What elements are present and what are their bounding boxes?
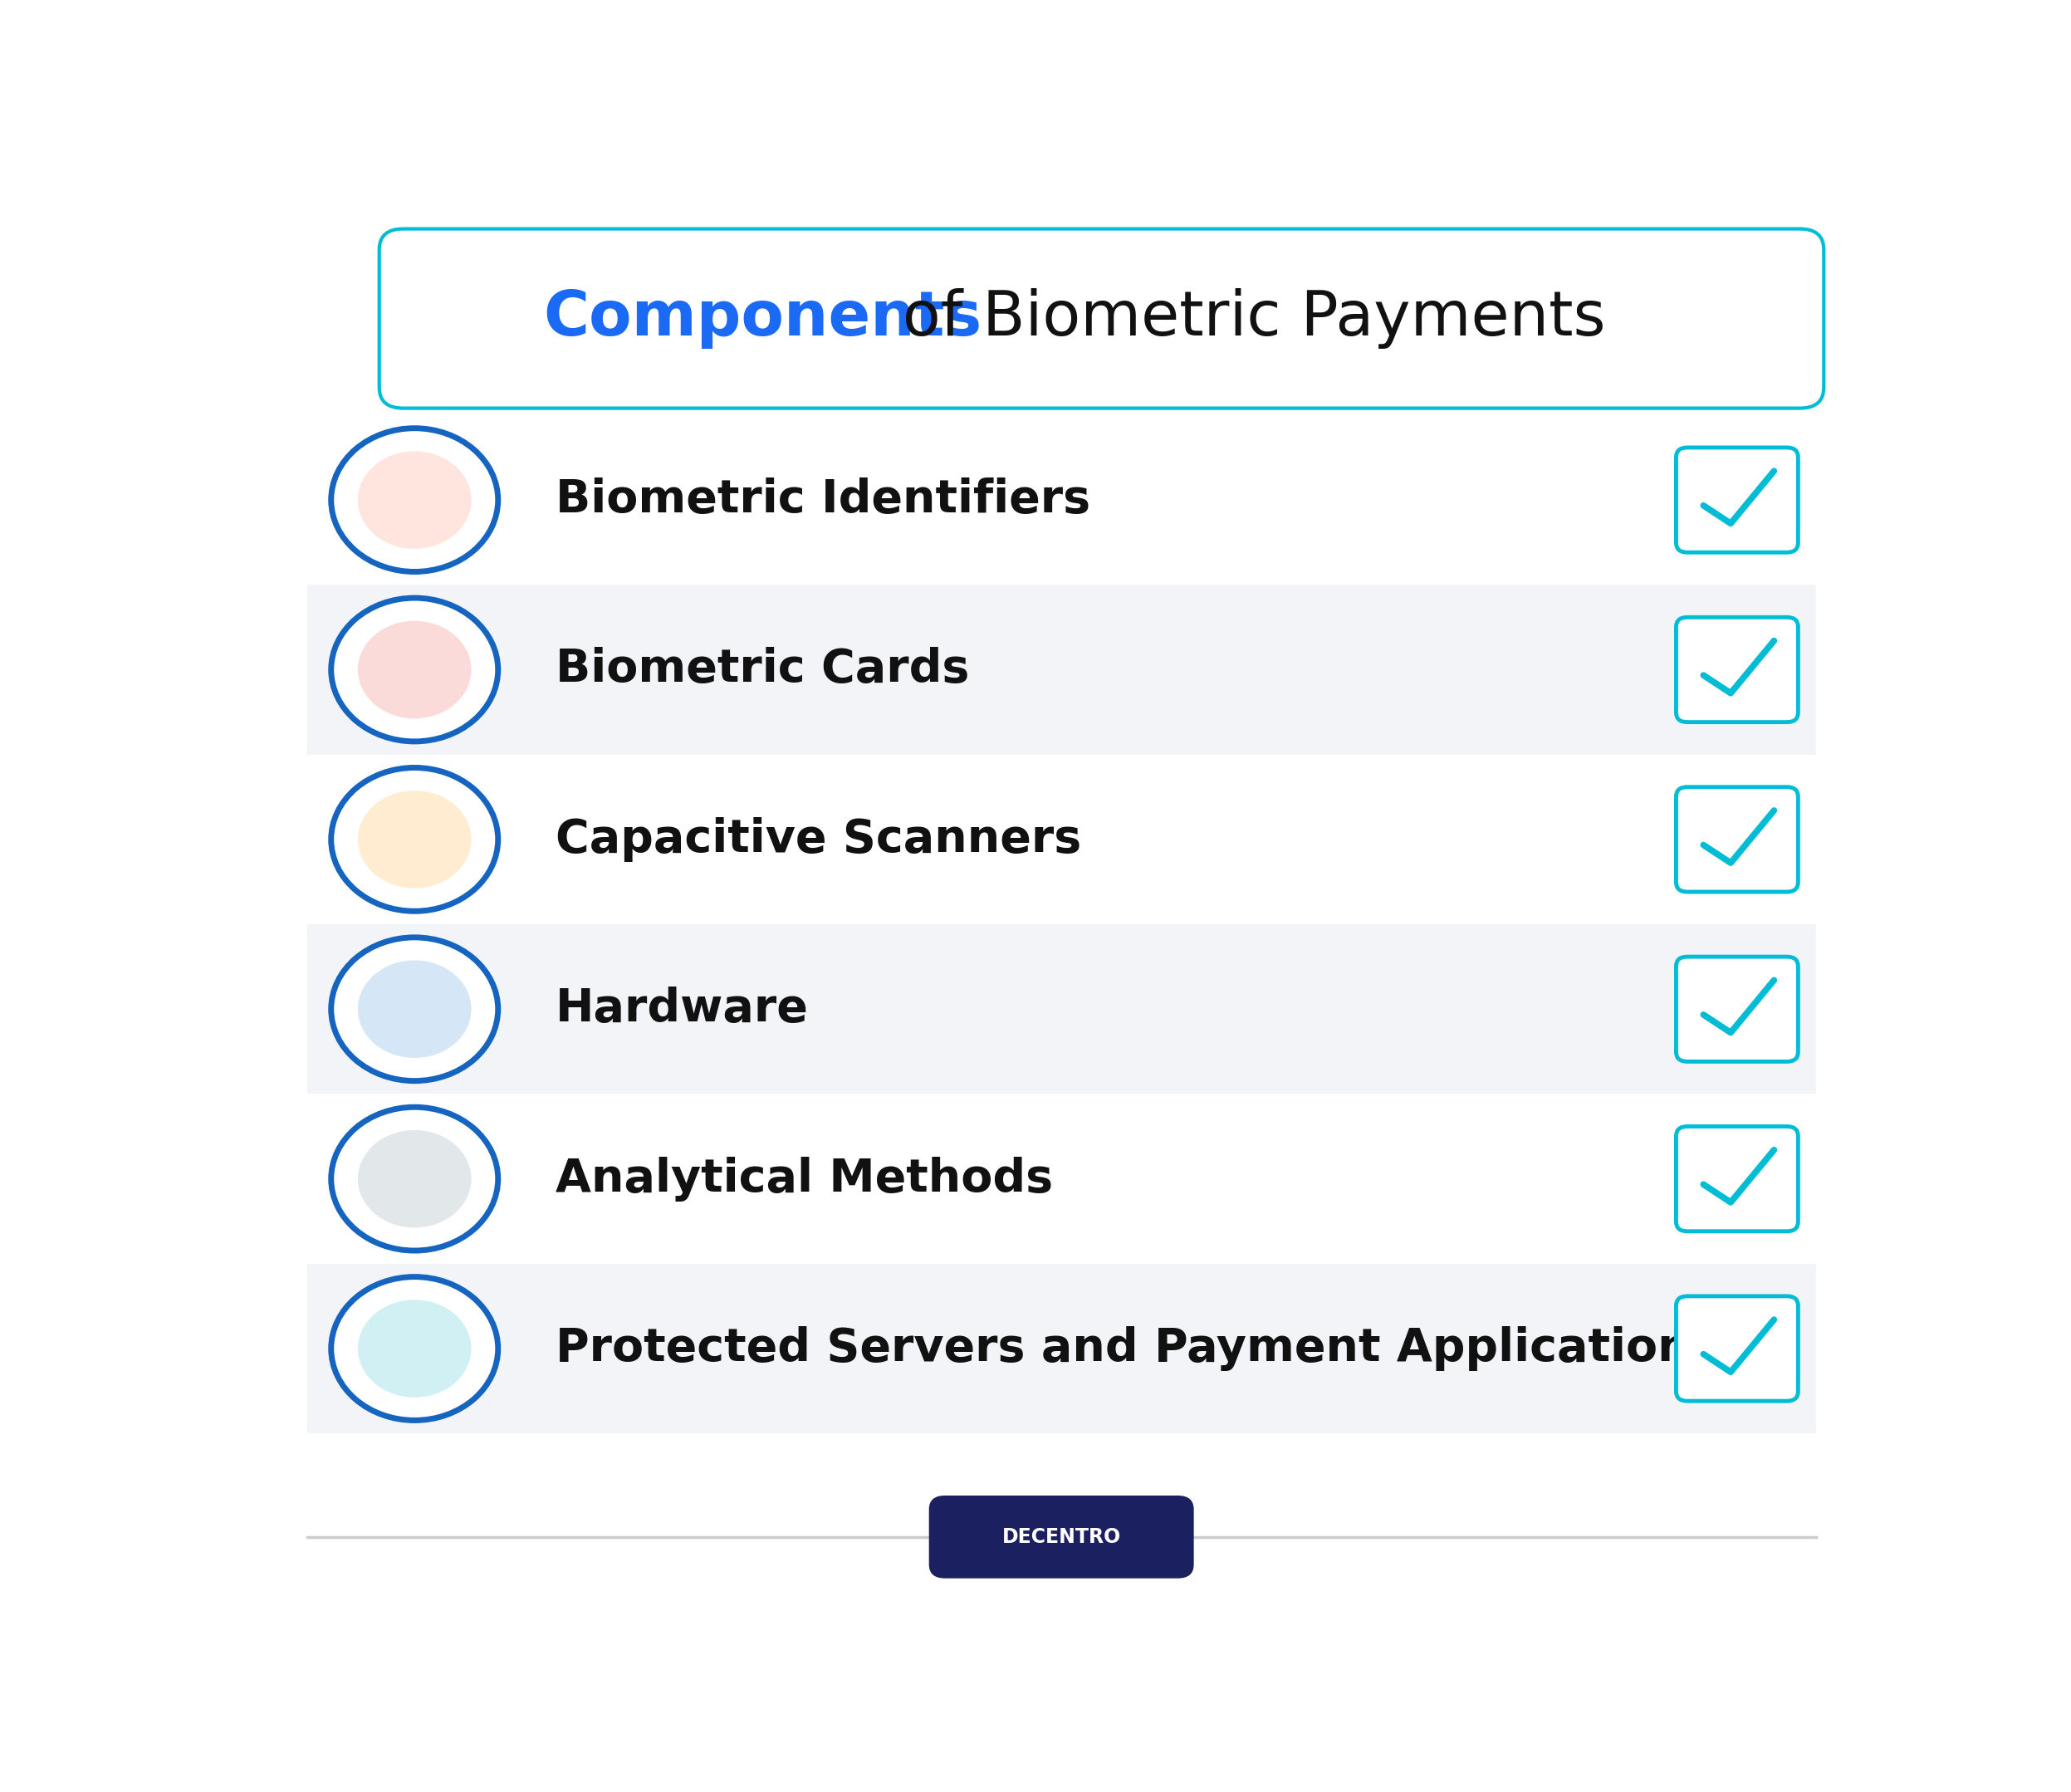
- Circle shape: [331, 1278, 497, 1421]
- FancyBboxPatch shape: [930, 1496, 1193, 1579]
- Circle shape: [358, 790, 472, 889]
- FancyBboxPatch shape: [1675, 616, 1798, 722]
- FancyBboxPatch shape: [307, 584, 1816, 754]
- Circle shape: [331, 428, 497, 572]
- Text: Components: Components: [543, 289, 982, 349]
- FancyBboxPatch shape: [307, 754, 1816, 925]
- Text: Analytical Methods: Analytical Methods: [555, 1156, 1054, 1201]
- FancyBboxPatch shape: [1675, 787, 1798, 892]
- FancyBboxPatch shape: [1675, 1127, 1798, 1231]
- Text: Protected Servers and Payment Applications: Protected Servers and Payment Applicatio…: [555, 1326, 1719, 1371]
- Circle shape: [358, 1131, 472, 1228]
- Text: Hardware: Hardware: [555, 987, 810, 1032]
- Text: Biometric Cards: Biometric Cards: [555, 647, 969, 692]
- FancyBboxPatch shape: [1675, 957, 1798, 1061]
- FancyBboxPatch shape: [379, 229, 1825, 409]
- Circle shape: [331, 937, 497, 1081]
- FancyBboxPatch shape: [1675, 1296, 1798, 1401]
- Circle shape: [358, 1299, 472, 1398]
- Circle shape: [331, 599, 497, 742]
- Circle shape: [358, 452, 472, 548]
- Text: of Biometric Payments: of Biometric Payments: [882, 289, 1605, 349]
- Circle shape: [331, 1107, 497, 1251]
- Text: Capacitive Scanners: Capacitive Scanners: [555, 817, 1081, 862]
- FancyBboxPatch shape: [307, 416, 1816, 584]
- Circle shape: [358, 620, 472, 719]
- FancyBboxPatch shape: [307, 1263, 1816, 1434]
- Circle shape: [331, 767, 497, 910]
- FancyBboxPatch shape: [307, 1093, 1816, 1263]
- FancyBboxPatch shape: [307, 925, 1816, 1093]
- Text: DECENTRO: DECENTRO: [1002, 1527, 1120, 1546]
- FancyBboxPatch shape: [1675, 448, 1798, 552]
- Circle shape: [358, 961, 472, 1057]
- Text: Biometric Identifiers: Biometric Identifiers: [555, 477, 1091, 523]
